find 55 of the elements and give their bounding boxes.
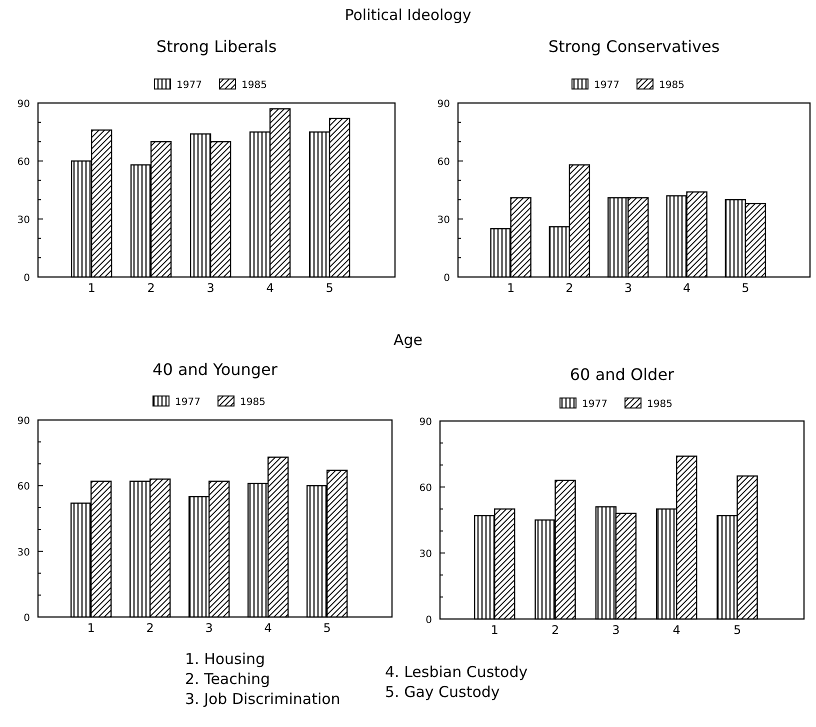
text: 1. Housing bbox=[185, 650, 266, 668]
y-tick-label: 60 bbox=[437, 157, 450, 168]
y-tick-label: 60 bbox=[419, 483, 432, 494]
x-tick-label: 5 bbox=[742, 281, 750, 295]
legend-label: 1977 bbox=[175, 397, 200, 408]
x-tick-label: 1 bbox=[87, 621, 95, 635]
x-tick-label: 1 bbox=[506, 281, 515, 295]
x-tick-label: 4 bbox=[682, 281, 691, 295]
chart-title: 40 and Younger bbox=[152, 360, 278, 379]
y-tick-label: 0 bbox=[24, 273, 30, 284]
x-tick-label: 4 bbox=[266, 281, 274, 295]
chart-title: Strong Conservatives bbox=[548, 37, 720, 56]
legend-label: 1985 bbox=[242, 80, 267, 91]
legend-label: 1985 bbox=[659, 80, 684, 91]
y-tick-label: 90 bbox=[437, 99, 450, 110]
legend-label: 1977 bbox=[594, 80, 620, 91]
y-tick-label: 30 bbox=[17, 547, 30, 558]
x-tick-label: 5 bbox=[733, 623, 742, 637]
y-tick-label: 30 bbox=[419, 549, 432, 560]
legend-label: 1985 bbox=[647, 399, 672, 410]
y-tick-label: 0 bbox=[24, 613, 30, 624]
y-tick-label: 90 bbox=[17, 99, 30, 110]
y-tick-label: 30 bbox=[437, 215, 450, 226]
y-tick-label: 90 bbox=[419, 417, 432, 428]
x-tick-label: 3 bbox=[206, 281, 214, 295]
text: Political Ideology bbox=[344, 6, 472, 24]
x-tick-label: 1 bbox=[88, 281, 96, 295]
x-tick-label: 2 bbox=[147, 281, 155, 295]
text: 5. Gay Custody bbox=[385, 683, 500, 701]
legend-label: 1977 bbox=[582, 399, 608, 410]
y-tick-label: 90 bbox=[17, 416, 30, 427]
y-tick-label: 60 bbox=[17, 157, 30, 168]
legend-label: 1985 bbox=[240, 397, 266, 408]
y-tick-label: 60 bbox=[17, 482, 30, 493]
x-tick-label: 3 bbox=[612, 623, 620, 637]
x-tick-label: 3 bbox=[624, 281, 632, 295]
x-tick-label: 5 bbox=[326, 281, 334, 295]
x-tick-label: 2 bbox=[551, 623, 560, 637]
chart-title: Strong Liberals bbox=[156, 37, 277, 56]
x-tick-label: 3 bbox=[205, 621, 213, 635]
legend-label: 1977 bbox=[176, 80, 202, 91]
x-tick-label: 4 bbox=[672, 623, 680, 637]
x-tick-label: 4 bbox=[264, 621, 272, 635]
x-tick-label: 5 bbox=[323, 621, 331, 635]
y-tick-label: 0 bbox=[444, 273, 450, 284]
y-tick-label: 0 bbox=[426, 615, 432, 626]
x-tick-label: 2 bbox=[566, 281, 574, 295]
text: 2. Teaching bbox=[185, 670, 270, 688]
x-tick-label: 2 bbox=[146, 621, 154, 635]
text: 4. Lesbian Custody bbox=[385, 663, 528, 681]
x-tick-label: 1 bbox=[490, 623, 498, 637]
text: 3. Job Discrimination bbox=[185, 690, 340, 708]
chart-title: 60 and Older bbox=[570, 365, 675, 384]
text: Age bbox=[393, 331, 423, 349]
y-tick-label: 30 bbox=[17, 215, 30, 226]
